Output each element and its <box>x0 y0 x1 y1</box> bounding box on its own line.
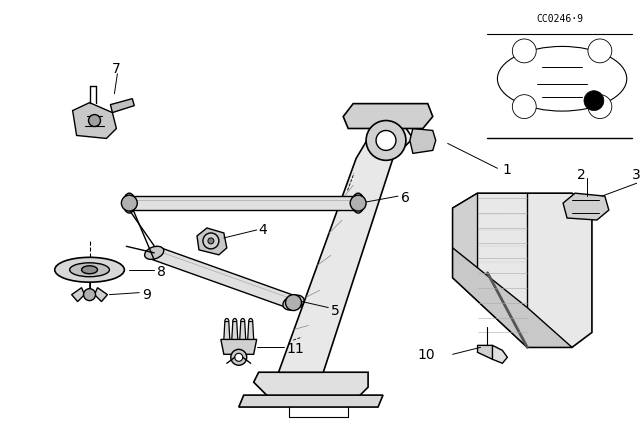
Ellipse shape <box>352 193 364 213</box>
Text: 6: 6 <box>401 191 410 205</box>
Circle shape <box>513 39 536 63</box>
Text: 10: 10 <box>418 348 435 362</box>
Ellipse shape <box>54 257 124 282</box>
Polygon shape <box>111 99 134 112</box>
Polygon shape <box>253 372 368 397</box>
Text: 9: 9 <box>142 288 151 302</box>
Circle shape <box>235 353 243 361</box>
Ellipse shape <box>70 263 109 277</box>
Polygon shape <box>248 322 253 340</box>
Text: 5: 5 <box>332 304 340 318</box>
Polygon shape <box>152 246 296 309</box>
Polygon shape <box>278 124 413 372</box>
Ellipse shape <box>145 246 164 259</box>
Ellipse shape <box>81 266 97 274</box>
Polygon shape <box>452 193 592 347</box>
Polygon shape <box>95 288 108 302</box>
Polygon shape <box>72 288 84 302</box>
Polygon shape <box>129 196 358 210</box>
Circle shape <box>122 195 138 211</box>
Polygon shape <box>232 322 238 340</box>
Circle shape <box>208 238 214 244</box>
Polygon shape <box>197 228 227 255</box>
Text: CC0246·9: CC0246·9 <box>536 14 584 24</box>
Text: 1: 1 <box>502 163 511 177</box>
Circle shape <box>588 39 612 63</box>
Polygon shape <box>221 340 257 354</box>
Ellipse shape <box>283 295 304 310</box>
Circle shape <box>84 289 95 301</box>
Text: 8: 8 <box>157 265 166 279</box>
Polygon shape <box>452 248 572 347</box>
Polygon shape <box>239 395 383 407</box>
Ellipse shape <box>124 193 135 213</box>
Text: 4: 4 <box>259 223 268 237</box>
Circle shape <box>203 233 219 249</box>
Polygon shape <box>452 193 477 278</box>
Circle shape <box>88 115 100 126</box>
Polygon shape <box>224 322 230 340</box>
Polygon shape <box>343 103 433 129</box>
Polygon shape <box>563 193 609 220</box>
Ellipse shape <box>497 47 627 111</box>
Polygon shape <box>240 322 246 340</box>
Circle shape <box>513 95 536 119</box>
Circle shape <box>376 130 396 151</box>
Circle shape <box>285 295 301 310</box>
Polygon shape <box>477 345 497 359</box>
Polygon shape <box>492 345 508 363</box>
Polygon shape <box>72 103 116 138</box>
Text: 2: 2 <box>577 168 586 182</box>
Circle shape <box>588 95 612 119</box>
Circle shape <box>366 121 406 160</box>
Polygon shape <box>410 129 436 153</box>
Circle shape <box>350 195 366 211</box>
Text: 3: 3 <box>632 168 640 182</box>
Circle shape <box>231 349 247 365</box>
Circle shape <box>584 90 604 111</box>
Text: 11: 11 <box>287 342 304 356</box>
Text: 7: 7 <box>111 62 120 76</box>
